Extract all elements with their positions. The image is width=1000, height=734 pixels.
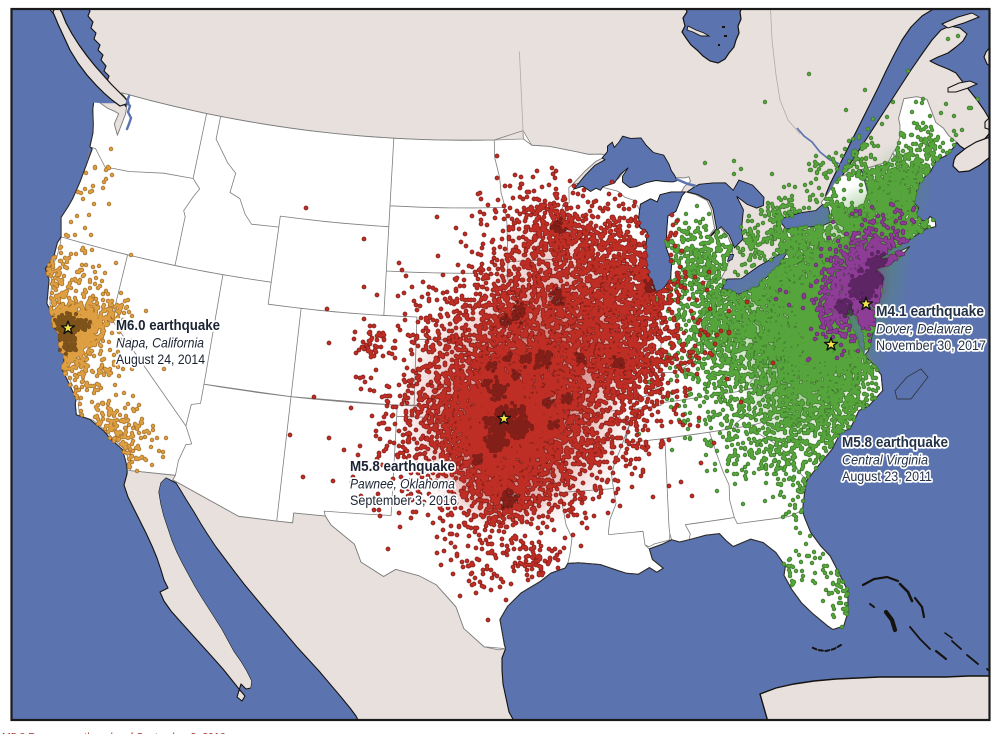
svg-text:M5.8 earthquake: M5.8 earthquake <box>350 459 455 475</box>
svg-text:Central Virginia: Central Virginia <box>842 453 928 468</box>
svg-text:Pawnee, Oklahoma: Pawnee, Oklahoma <box>350 477 455 492</box>
svg-text:Dover, Delaware: Dover, Delaware <box>876 322 972 337</box>
svg-text:August 23, 2011: August 23, 2011 <box>842 469 932 484</box>
svg-text:November 30, 2017: November 30, 2017 <box>876 338 986 353</box>
svg-text:M5.8 earthquake: M5.8 earthquake <box>842 435 948 451</box>
svg-text:M4.1 earthquake: M4.1 earthquake <box>876 304 984 320</box>
svg-text:August 24, 2014: August 24, 2014 <box>116 352 205 367</box>
svg-text:M6.0 earthquake: M6.0 earthquake <box>116 318 220 334</box>
svg-text:September 3, 2016: September 3, 2016 <box>350 493 457 508</box>
svg-text:M5.8 Pawnee earthquake of Sept: M5.8 Pawnee earthquake of September 3, 2… <box>2 731 226 734</box>
svg-text:Napa, California: Napa, California <box>116 336 204 351</box>
